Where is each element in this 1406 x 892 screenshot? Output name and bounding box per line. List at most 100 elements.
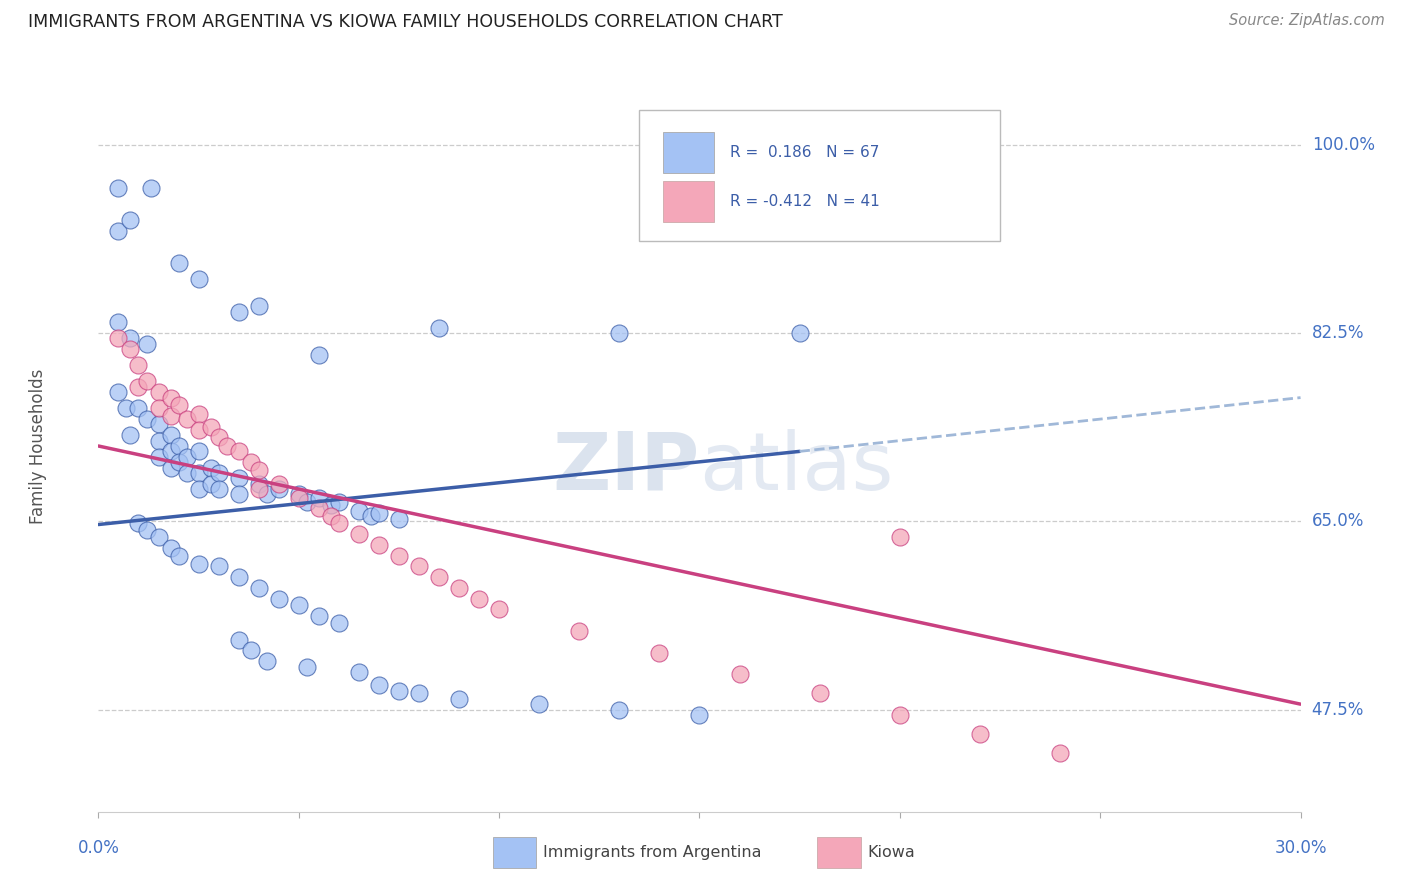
Point — [159, 541, 181, 556]
Point — [427, 320, 450, 334]
Point — [148, 434, 170, 448]
Point — [247, 476, 270, 491]
Point — [347, 527, 370, 541]
Point — [148, 385, 170, 400]
Point — [368, 506, 391, 520]
Point — [187, 466, 209, 480]
Point — [107, 315, 129, 329]
Point — [135, 336, 157, 351]
Point — [120, 428, 142, 442]
Text: IMMIGRANTS FROM ARGENTINA VS KIOWA FAMILY HOUSEHOLDS CORRELATION CHART: IMMIGRANTS FROM ARGENTINA VS KIOWA FAMIL… — [28, 13, 783, 31]
Point — [159, 444, 181, 458]
Point — [648, 646, 671, 660]
Point — [408, 559, 430, 574]
Point — [115, 401, 138, 416]
Point — [200, 419, 222, 434]
Point — [688, 707, 710, 722]
Point — [1049, 746, 1071, 760]
Point — [120, 331, 142, 345]
Point — [447, 691, 470, 706]
Point — [308, 501, 330, 516]
Point — [107, 224, 129, 238]
Text: Immigrants from Argentina: Immigrants from Argentina — [543, 846, 762, 860]
Point — [427, 570, 450, 584]
Text: 0.0%: 0.0% — [77, 839, 120, 857]
Point — [789, 326, 811, 340]
Point — [159, 460, 181, 475]
FancyBboxPatch shape — [492, 838, 536, 868]
Point — [159, 409, 181, 423]
Point — [247, 581, 270, 595]
Point — [148, 530, 170, 544]
Text: Family Households: Family Households — [30, 368, 48, 524]
Point — [167, 439, 190, 453]
Text: 100.0%: 100.0% — [1312, 136, 1375, 153]
Text: 47.5%: 47.5% — [1312, 700, 1364, 719]
Point — [135, 523, 157, 537]
Point — [176, 466, 198, 480]
Point — [347, 665, 370, 679]
Point — [328, 516, 350, 531]
Point — [228, 471, 250, 485]
Point — [288, 487, 311, 501]
Text: R =  0.186   N = 67: R = 0.186 N = 67 — [730, 145, 879, 161]
Point — [187, 558, 209, 572]
Point — [609, 326, 631, 340]
Point — [609, 702, 631, 716]
Point — [328, 616, 350, 631]
Point — [239, 455, 262, 469]
Point — [488, 602, 510, 616]
Text: ZIP: ZIP — [553, 429, 699, 507]
Point — [120, 213, 142, 227]
Point — [388, 684, 411, 698]
Point — [176, 450, 198, 464]
Point — [308, 609, 330, 624]
Point — [368, 538, 391, 552]
Point — [208, 466, 231, 480]
FancyBboxPatch shape — [817, 838, 860, 868]
Point — [128, 359, 150, 373]
Point — [228, 304, 250, 318]
Point — [247, 463, 270, 477]
Point — [568, 624, 591, 638]
Point — [128, 516, 150, 531]
Point — [148, 401, 170, 416]
Text: 30.0%: 30.0% — [1274, 839, 1327, 857]
Point — [267, 482, 290, 496]
Point — [167, 549, 190, 563]
Point — [120, 342, 142, 356]
Point — [107, 331, 129, 345]
Point — [319, 508, 342, 523]
Point — [468, 591, 491, 606]
Text: Source: ZipAtlas.com: Source: ZipAtlas.com — [1229, 13, 1385, 29]
Point — [267, 476, 290, 491]
Point — [256, 487, 278, 501]
Point — [200, 476, 222, 491]
Point — [308, 348, 330, 362]
Point — [128, 401, 150, 416]
Point — [529, 697, 551, 711]
FancyBboxPatch shape — [664, 132, 714, 173]
Text: R = -0.412   N = 41: R = -0.412 N = 41 — [730, 194, 879, 210]
Point — [187, 407, 209, 421]
Point — [308, 491, 330, 505]
Point — [267, 591, 290, 606]
Point — [228, 632, 250, 647]
Text: atlas: atlas — [699, 429, 894, 507]
Point — [107, 181, 129, 195]
Point — [228, 570, 250, 584]
Point — [247, 482, 270, 496]
Point — [215, 439, 238, 453]
Point — [159, 428, 181, 442]
FancyBboxPatch shape — [640, 110, 1000, 241]
Point — [388, 512, 411, 526]
Point — [408, 686, 430, 700]
Point — [208, 430, 231, 444]
Point — [388, 549, 411, 563]
Point — [247, 299, 270, 313]
Point — [969, 727, 991, 741]
Point — [239, 643, 262, 657]
Point — [295, 659, 318, 673]
Point — [135, 412, 157, 426]
Point — [447, 581, 470, 595]
